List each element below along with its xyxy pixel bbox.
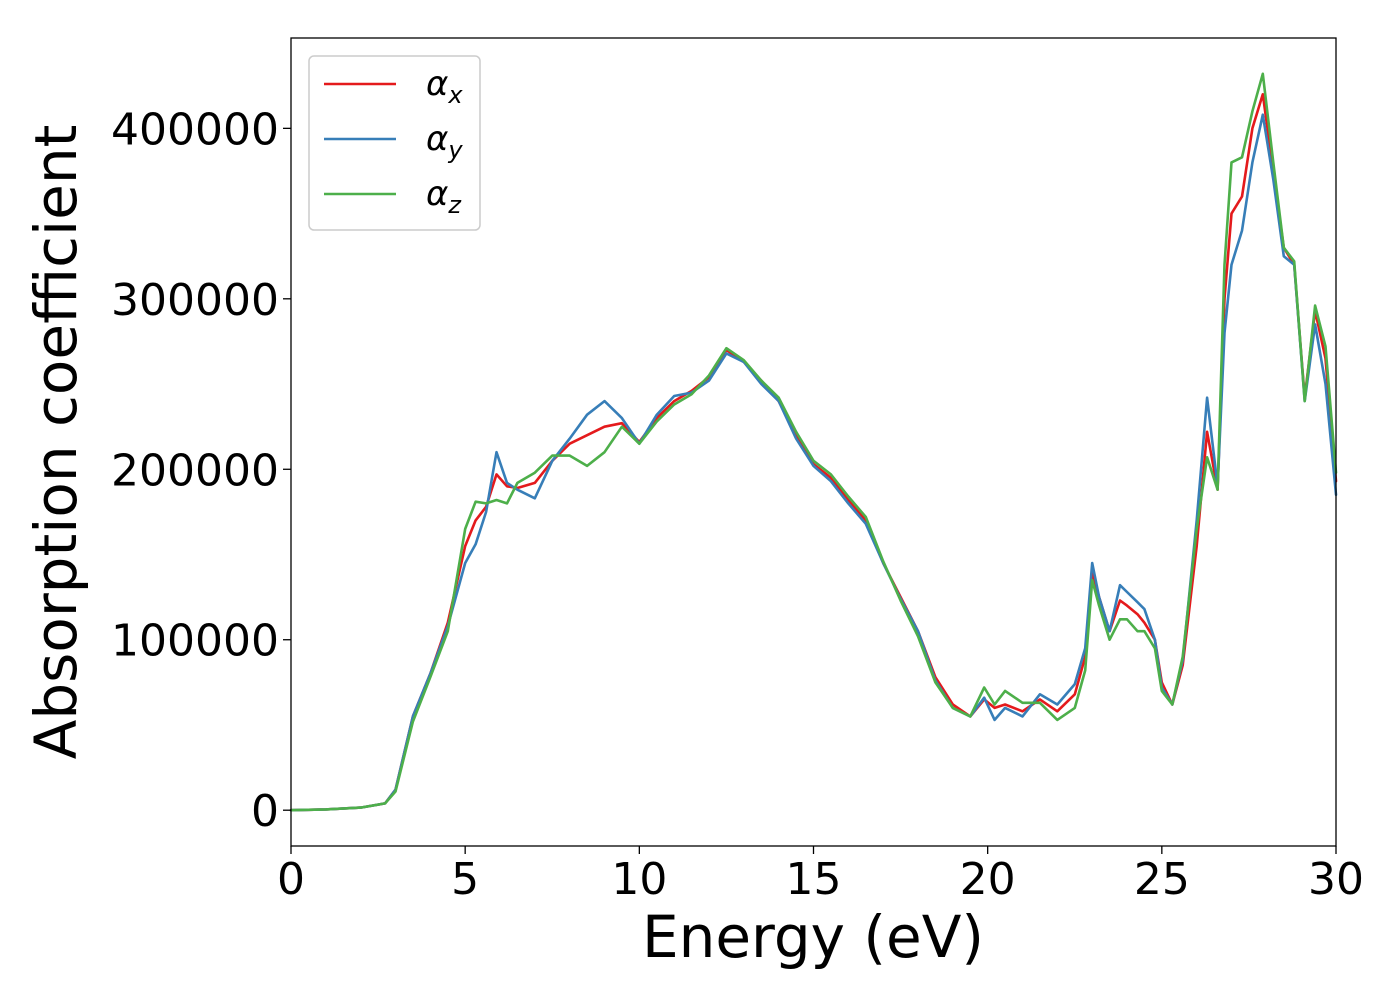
legend-frame xyxy=(308,55,481,231)
x-axis-title: Energy (eV) xyxy=(642,903,984,971)
y-tick-label: 400000 xyxy=(111,104,279,155)
x-tick-label: 30 xyxy=(1308,854,1364,905)
series-layer xyxy=(289,72,1338,812)
y-tick-label: 200000 xyxy=(111,445,279,496)
plot-frame xyxy=(290,37,1337,847)
y-tick-label: 100000 xyxy=(111,616,279,667)
legend-label-alpha-x: αx xyxy=(426,64,463,109)
series-line-alpha-z xyxy=(289,72,1338,812)
x-tick-label: 10 xyxy=(611,854,667,905)
y-axis-title: Absorption coefficient xyxy=(22,125,90,760)
legend-label-alpha-y: αy xyxy=(426,119,463,164)
x-tick-label: 20 xyxy=(960,854,1016,905)
x-tick-label: 5 xyxy=(451,854,479,905)
x-axis-ticks: 0 5 10 15 20 25 30 xyxy=(277,846,1364,905)
y-tick-label: 300000 xyxy=(111,275,279,326)
x-tick-label: 15 xyxy=(786,854,842,905)
x-tick-label: 25 xyxy=(1134,854,1190,905)
y-axis-ticks: 0 100000 200000 300000 400000 xyxy=(111,104,291,837)
x-tick-label: 0 xyxy=(277,854,305,905)
y-tick-label: 0 xyxy=(251,786,279,837)
